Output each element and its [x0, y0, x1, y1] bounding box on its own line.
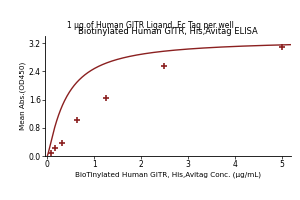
Title: Biotinylated Human GITR, His,Avitag ELISA: Biotinylated Human GITR, His,Avitag ELIS… [78, 27, 258, 36]
X-axis label: BioTinylated Human GITR, His,Avitag Conc. (μg/mL): BioTinylated Human GITR, His,Avitag Conc… [75, 172, 261, 178]
Y-axis label: Mean Abs.(OD450): Mean Abs.(OD450) [20, 62, 26, 130]
Text: 1 μg of Human GITR Ligand, Fc Tag per well: 1 μg of Human GITR Ligand, Fc Tag per we… [67, 21, 233, 30]
